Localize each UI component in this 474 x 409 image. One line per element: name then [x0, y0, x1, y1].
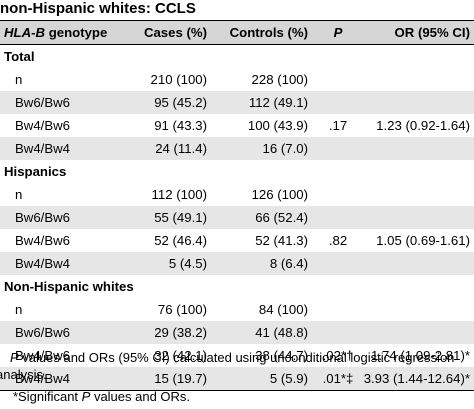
- controls-cell: 112 (49.1): [248, 95, 308, 110]
- table-row: Bw4/Bw6 52 (46.4) 52 (41.3) .82 1.05 (0.69-1…: [0, 229, 474, 252]
- table-rule: [0, 390, 474, 391]
- header-genotype: HLA-B genotype: [4, 21, 107, 44]
- section-header-row: Non-Hispanic whites: [0, 275, 474, 298]
- genotype-cell: n: [15, 302, 23, 317]
- table-row: Bw4/Bw6 91 (43.3) 100 (43.9) .17 1.23 (0.92-…: [0, 114, 474, 137]
- controls-cell: 228 (100): [251, 72, 308, 87]
- footnote-regression: P values and ORs (95% CI) calculated usi…: [10, 349, 454, 366]
- table-rule: [0, 44, 474, 45]
- cases-cell: 52 (46.4): [154, 233, 207, 248]
- header-p: P: [333, 25, 343, 40]
- header-or: OR (95% CI): [394, 25, 470, 40]
- or-cell: 1.23 (0.92-1.64): [376, 118, 470, 133]
- table-row: n 76 (100) 84 (100): [0, 298, 474, 321]
- or-cell: 3.93 (1.44-12.64)*: [363, 371, 470, 386]
- table-row: Bw6/Bw6 95 (45.2) 112 (49.1): [0, 91, 474, 114]
- or-cell: 1.74 (1.09-2.81)*: [371, 348, 470, 363]
- section-label: Hispanics: [4, 164, 67, 179]
- genotype-cell: n: [15, 72, 23, 87]
- table-row: Bw6/Bw6 29 (38.2) 41 (48.8): [0, 321, 474, 344]
- cases-cell: 76 (100): [157, 302, 207, 317]
- genotype-cell: Bw4/Bw6: [15, 118, 70, 133]
- table-row: Bw6/Bw6 55 (49.1) 66 (52.4): [0, 206, 474, 229]
- footnote-significant-rest: values and ORs.: [90, 389, 191, 404]
- table-row: Bw4/Bw4 5 (4.5) 8 (6.4): [0, 252, 474, 275]
- genotype-cell: Bw6/Bw6: [15, 210, 70, 225]
- header-cases: Cases (%): [143, 25, 207, 40]
- header-controls: Controls (%): [229, 25, 308, 40]
- cases-cell: 15 (19.7): [154, 371, 207, 386]
- table-title: non-Hispanic whites: CCLS: [0, 0, 196, 17]
- controls-cell: 100 (43.9): [247, 118, 308, 133]
- cases-cell: 112 (100): [151, 187, 207, 202]
- cases-cell: 29 (38.2): [154, 325, 207, 340]
- footnote-regression-text: values and ORs (95% CI) calculated using…: [18, 350, 455, 365]
- table-row: Bw4/Bw4 24 (11.4) 16 (7.0): [0, 137, 474, 160]
- controls-cell: 41 (48.8): [255, 325, 308, 340]
- genotype-cell: Bw4/Bw6: [15, 348, 70, 363]
- cases-cell: 24 (11.4): [155, 141, 207, 156]
- footnote-significant: *Significant P values and ORs.: [13, 388, 190, 405]
- section-label: Total: [4, 49, 35, 64]
- controls-cell: 126 (100): [251, 187, 308, 202]
- section-label: Non-Hispanic whites: [4, 279, 134, 294]
- controls-cell: 52 (41.3): [255, 233, 308, 248]
- p-value-cell: .02*†: [322, 348, 354, 363]
- genotype-cell: Bw4/Bw6: [15, 233, 70, 248]
- footnote-analysis: analysis.: [0, 367, 47, 382]
- table-header-row: HLA-B genotype Cases (%) Controls (%) P OR (…: [0, 21, 474, 44]
- controls-cell: 16 (7.0): [262, 141, 308, 156]
- controls-cell: 5 (5.9): [269, 371, 308, 386]
- section-header-row: Total: [0, 45, 474, 68]
- header-genotype-word: genotype: [45, 25, 108, 40]
- controls-cell: 8 (6.4): [269, 256, 308, 271]
- table-row: Bw4/Bw4 15 (19.7) 5 (5.9) .01*‡ 3.93 (1.44-1…: [0, 367, 474, 390]
- controls-cell: 38 (44.7): [255, 348, 308, 363]
- controls-cell: 66 (52.4): [255, 210, 308, 225]
- table-row: n 112 (100) 126 (100): [0, 183, 474, 206]
- genotype-cell: Bw6/Bw6: [15, 325, 70, 340]
- footnote-significant-pre: *Significant: [13, 389, 82, 404]
- genotype-cell: Bw4/Bw4: [15, 141, 70, 156]
- cases-cell: 95 (45.2): [154, 95, 207, 110]
- footnote-significant-p: P: [81, 389, 91, 404]
- cases-cell: 55 (49.1): [154, 210, 207, 225]
- genotype-cell: Bw4/Bw4: [15, 371, 70, 386]
- genotype-cell: Bw4/Bw4: [15, 256, 70, 271]
- cases-cell: 210 (100): [150, 72, 207, 87]
- cases-cell: 5 (4.5): [168, 256, 207, 271]
- table-rule: [0, 20, 474, 21]
- p-value-cell: .17: [328, 118, 348, 133]
- genotype-cell: n: [15, 187, 23, 202]
- table-row: n 210 (100) 228 (100): [0, 68, 474, 91]
- section-header-row: Hispanics: [0, 160, 474, 183]
- cases-cell: 32 (42.1): [154, 348, 207, 363]
- p-value-cell: .01*‡: [322, 371, 354, 386]
- p-value-cell: .82: [328, 233, 348, 248]
- table-row: Bw4/Bw6 32 (42.1) 38 (44.7) .02*† 1.74 (1.09…: [0, 344, 474, 367]
- header-genotype-gene: HLA-B: [4, 25, 46, 40]
- controls-cell: 84 (100): [258, 302, 308, 317]
- footnote-p-symbol: P: [10, 350, 19, 365]
- or-cell: 1.05 (0.69-1.61): [376, 233, 470, 248]
- genotype-cell: Bw6/Bw6: [15, 95, 70, 110]
- cases-cell: 91 (43.3): [154, 118, 207, 133]
